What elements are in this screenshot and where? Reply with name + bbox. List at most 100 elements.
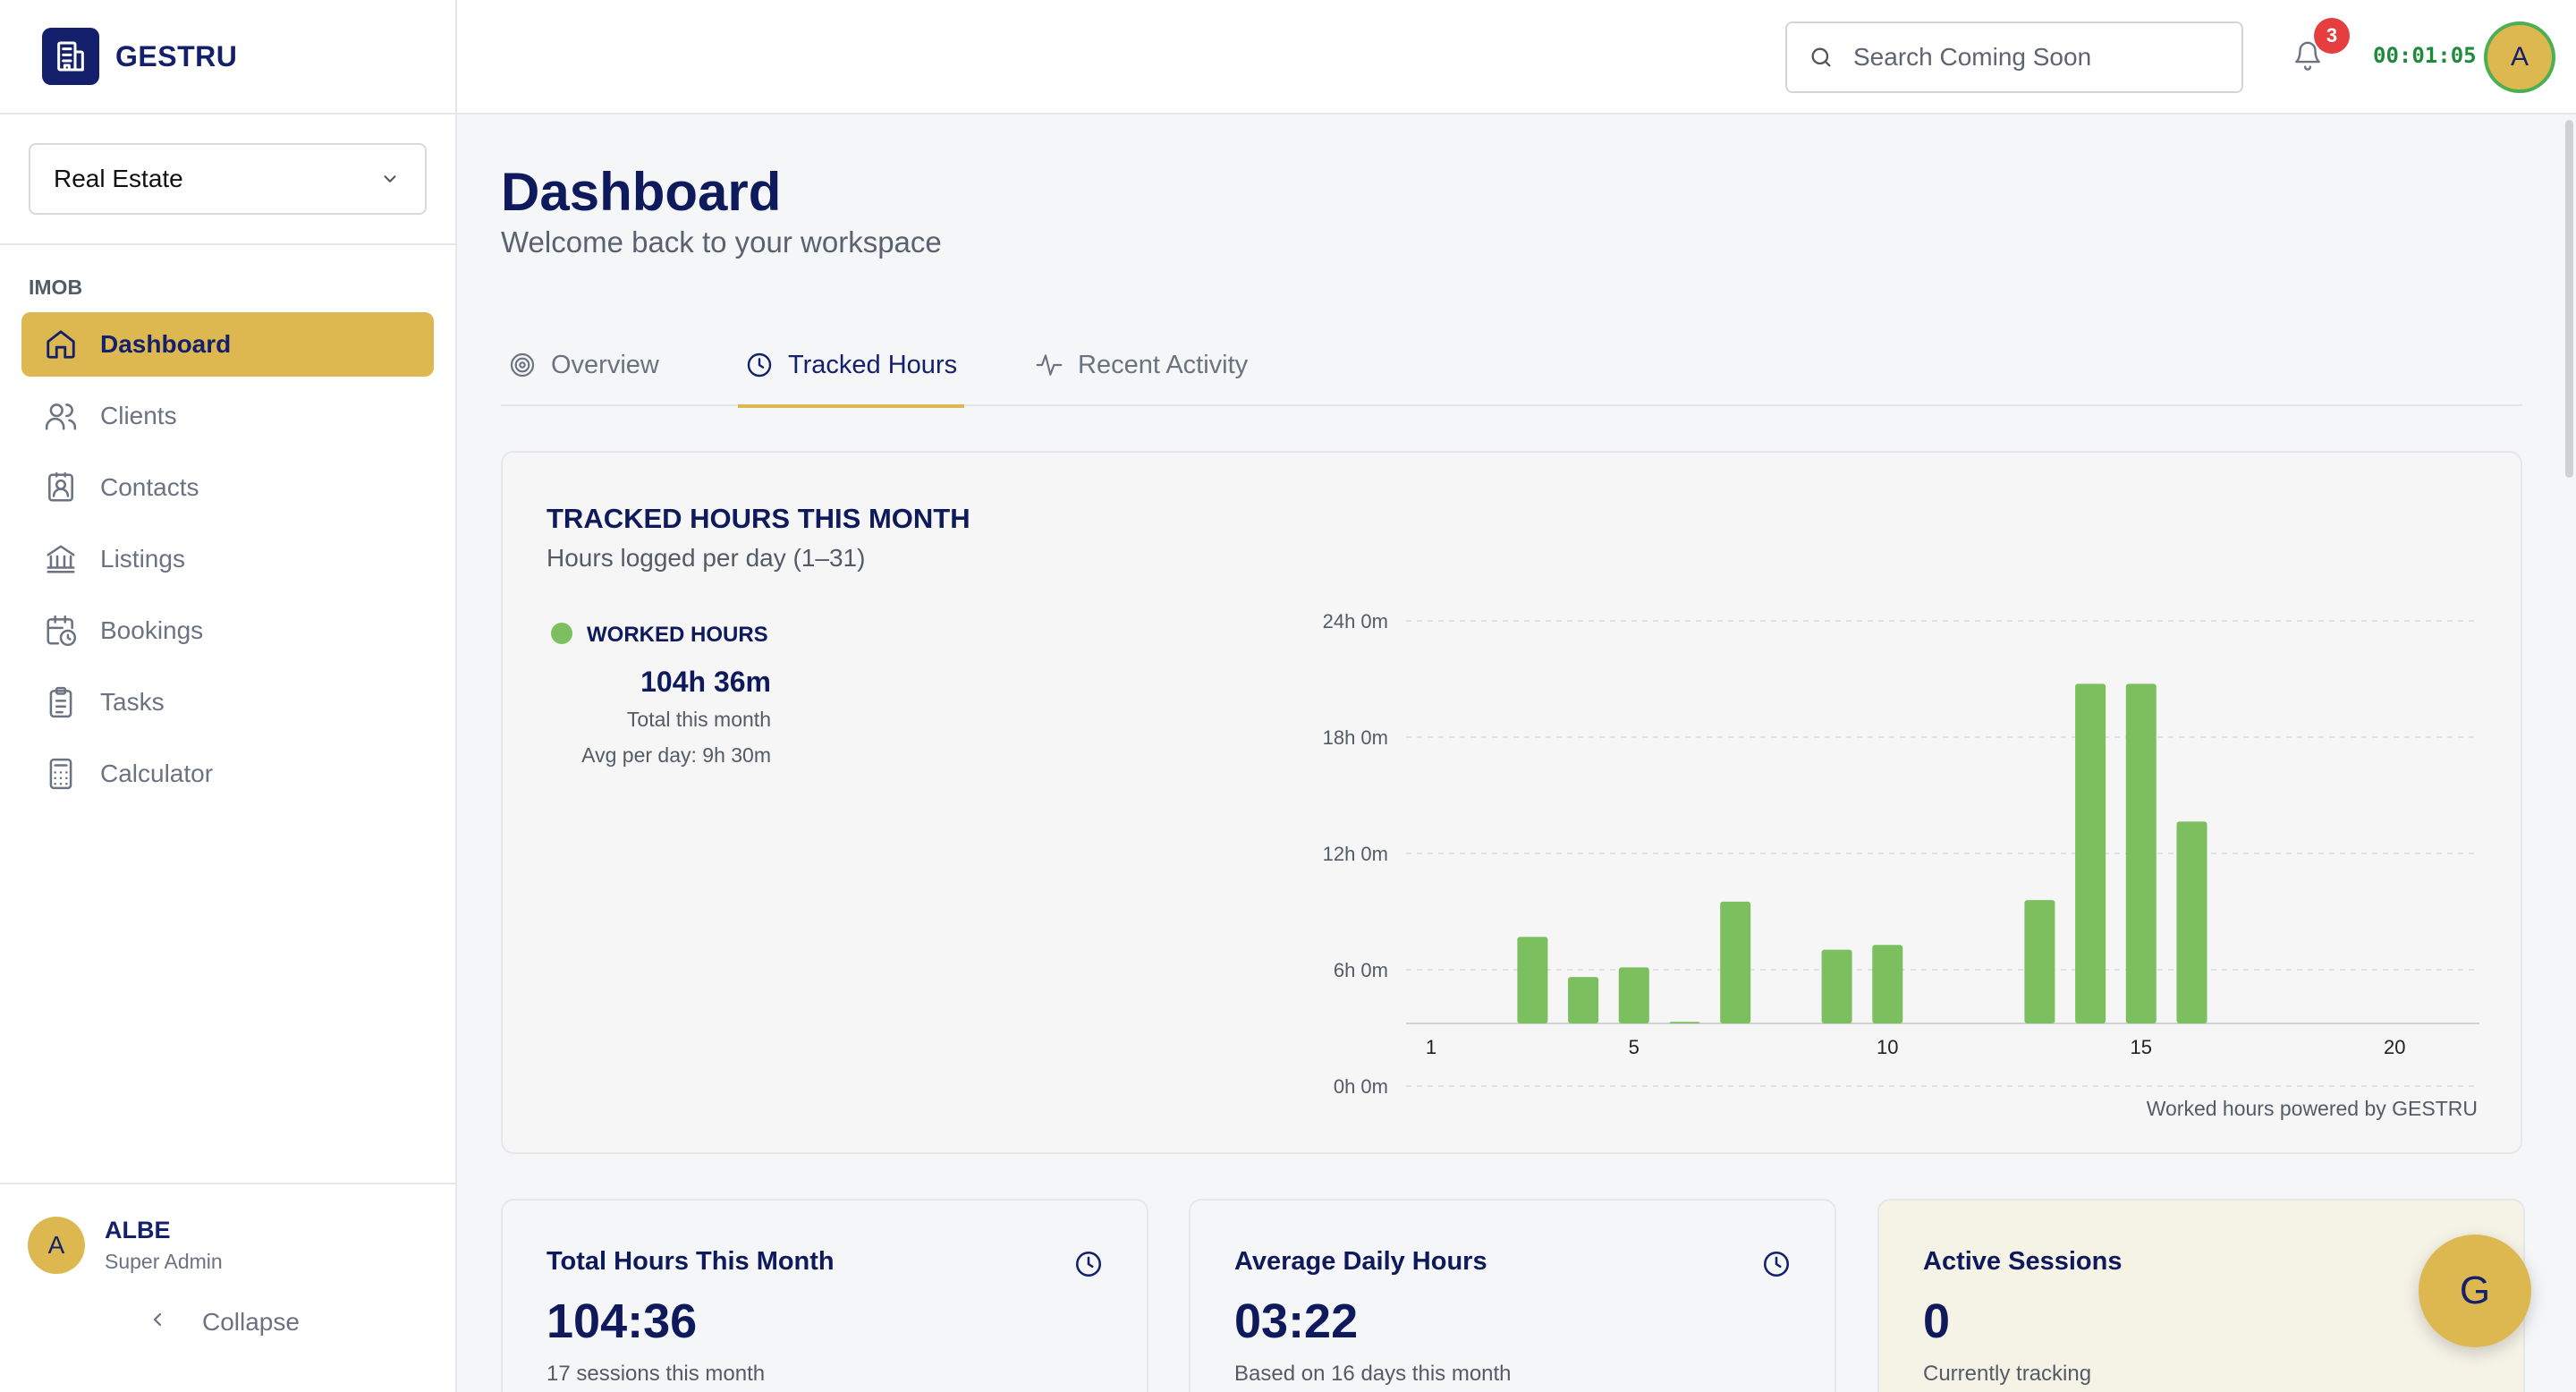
user-name: ALBE: [105, 1217, 171, 1243]
tracked-hours-card: TRACKED HOURS THIS MONTH Hours logged pe…: [501, 451, 2522, 1154]
stat-subtitle: Based on 16 days this month: [1234, 1362, 1512, 1386]
y-tick-label: 18h 0m: [1323, 726, 1388, 749]
bank-icon: [43, 541, 79, 577]
stat-value: 104:36: [547, 1294, 698, 1348]
users-icon: [43, 398, 79, 434]
tab-overview[interactable]: Overview: [508, 324, 659, 406]
sidebar-item-bookings[interactable]: Bookings: [21, 598, 434, 663]
bar-day-14[interactable]: [2075, 683, 2106, 1023]
clipboard-icon: [43, 684, 79, 720]
tab-label: Recent Activity: [1078, 350, 1249, 379]
tab-label: Tracked Hours: [788, 350, 958, 379]
chevron-down-icon: [384, 175, 396, 182]
brand[interactable]: GESTRU: [0, 0, 455, 115]
x-tick-label: 15: [2131, 1036, 2152, 1058]
session-timer[interactable]: 00:01:05: [2373, 43, 2477, 68]
bell-icon: [2295, 41, 2320, 71]
sidebar-item-label: Tasks: [100, 688, 165, 716]
stat-value: 0: [1923, 1294, 1951, 1348]
avatar: A: [28, 1217, 85, 1274]
bar-day-16[interactable]: [2176, 821, 2207, 1023]
bar-day-5[interactable]: [1618, 967, 1649, 1023]
bar-day-15[interactable]: [2125, 683, 2157, 1023]
tab-bar: Overview Tracked Hours Recent Activity: [501, 324, 2522, 408]
chevron-left-icon: [147, 1308, 168, 1337]
chart-title: TRACKED HOURS THIS MONTH: [547, 503, 970, 534]
stat-card-active-sessions: Active Sessions 0 Currently tracking: [1877, 1199, 2525, 1392]
main-scrollbar[interactable]: [2563, 115, 2576, 1392]
bar-day-6[interactable]: [1669, 1022, 1700, 1023]
x-tick-label: 1: [1426, 1036, 1436, 1058]
sidebar-item-tasks[interactable]: Tasks: [21, 670, 434, 734]
search-input[interactable]: [1853, 43, 2211, 72]
sidebar-footer: A ALBE Super Admin Collapse: [0, 1183, 455, 1392]
bar-day-10[interactable]: [1872, 945, 1903, 1023]
building-icon: [42, 28, 99, 85]
bar-day-13[interactable]: [2024, 900, 2055, 1023]
sidebar-item-label: Dashboard: [100, 330, 232, 358]
scrollbar-thumb[interactable]: [2565, 120, 2573, 478]
contact-card-icon: [43, 470, 79, 505]
bar-day-3[interactable]: [1517, 937, 1548, 1023]
chart-footer: Worked hours powered by GESTRU: [2146, 1097, 2478, 1120]
sidebar-item-label: Contacts: [100, 473, 199, 501]
y-tick-label: 0h 0m: [1334, 1075, 1388, 1098]
sidebar-item-dashboard[interactable]: Dashboard: [21, 312, 434, 377]
tab-recent-activity[interactable]: Recent Activity: [1035, 324, 1248, 406]
collapse-label: Collapse: [202, 1308, 300, 1336]
bar-day-4[interactable]: [1568, 977, 1599, 1023]
sidebar-item-label: Calculator: [100, 760, 214, 787]
user-role: Super Admin: [105, 1250, 223, 1273]
main-content: Dashboard Welcome back to your workspace…: [457, 115, 2563, 1392]
sidebar-item-calculator[interactable]: Calculator: [21, 742, 434, 806]
bar-day-9[interactable]: [1821, 949, 1852, 1023]
stat-title: Average Daily Hours: [1234, 1247, 1487, 1276]
activity-icon: [1035, 351, 1063, 379]
stat-value: 03:22: [1234, 1294, 1359, 1348]
user-profile[interactable]: A ALBE Super Admin: [0, 1184, 455, 1274]
legend-swatch: [551, 623, 572, 644]
clock-icon: [1761, 1249, 1792, 1284]
collapse-button[interactable]: Collapse: [147, 1308, 300, 1337]
search-box[interactable]: [1785, 21, 2243, 93]
chart-subtitle: Hours logged per day (1–31): [547, 544, 866, 572]
legend-average: Avg per day: 9h 30m: [581, 743, 771, 767]
sidebar: GESTRU Real Estate IMOB Dashboard Client…: [0, 0, 457, 1392]
sidebar-item-label: Listings: [100, 545, 185, 573]
calendar-clock-icon: [43, 613, 79, 649]
workspace-select[interactable]: Real Estate: [29, 143, 427, 215]
topbar: 3 00:01:05 A: [457, 0, 2576, 115]
x-tick-label: 5: [1629, 1036, 1640, 1058]
sidebar-item-clients[interactable]: Clients: [21, 384, 434, 448]
page-title: Dashboard: [501, 162, 782, 222]
tab-label: Overview: [551, 350, 659, 379]
x-tick-label: 10: [1877, 1036, 1898, 1058]
workspace-select-value: Real Estate: [54, 165, 183, 192]
calculator-icon: [43, 756, 79, 792]
sidebar-item-contacts[interactable]: Contacts: [21, 455, 434, 520]
sidebar-item-label: Clients: [100, 402, 177, 429]
tab-tracked-hours[interactable]: Tracked Hours: [738, 324, 965, 408]
sidebar-item-label: Bookings: [100, 616, 204, 644]
nav-group: IMOB Dashboard Clients Contacts Listings: [0, 245, 455, 806]
assistant-fab-button[interactable]: G: [2419, 1235, 2531, 1347]
nav-group-label: IMOB: [29, 276, 83, 299]
bar-day-7[interactable]: [1720, 901, 1751, 1023]
legend-total: 104h 36m: [640, 666, 771, 698]
stat-subtitle: 17 sessions this month: [547, 1362, 766, 1386]
page-subtitle: Welcome back to your workspace: [501, 225, 942, 259]
search-icon: [1811, 47, 1831, 67]
y-tick-label: 12h 0m: [1323, 843, 1388, 865]
notification-button[interactable]: [2292, 39, 2325, 75]
x-tick-label: 20: [2384, 1036, 2405, 1058]
sidebar-item-listings[interactable]: Listings: [21, 527, 434, 591]
home-icon: [43, 327, 79, 362]
legend-label: WORKED HOURS: [587, 623, 768, 647]
legend-total-label: Total this month: [626, 708, 771, 731]
stat-subtitle: Currently tracking: [1923, 1362, 2092, 1386]
clock-icon: [1073, 1249, 1104, 1284]
notification-badge: 3: [2314, 18, 2350, 54]
stat-card-total-hours: Total Hours This Month 104:36 17 session…: [501, 1199, 1148, 1392]
user-avatar-button[interactable]: A: [2484, 21, 2555, 93]
